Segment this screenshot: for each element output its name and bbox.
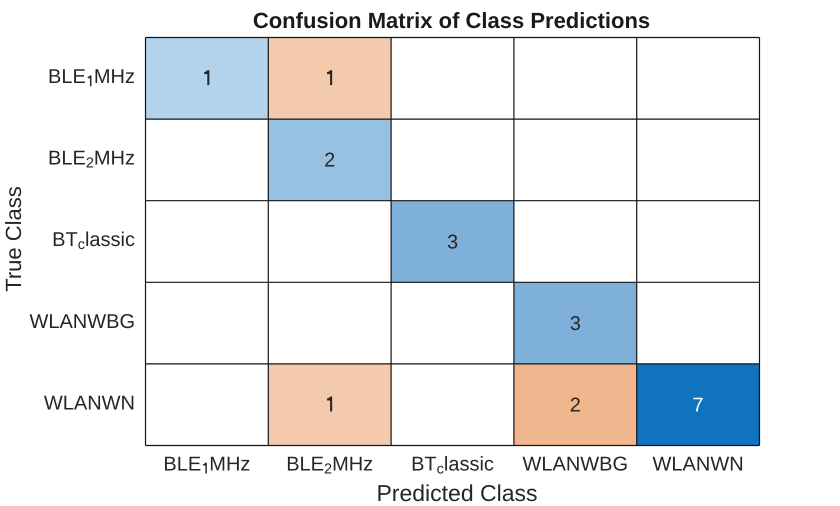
svg-text:3: 3: [570, 313, 581, 335]
svg-text:2: 2: [324, 150, 335, 172]
svg-text:BLE2MHz: BLE2MHz: [48, 148, 135, 172]
svg-text:Predicted Class: Predicted Class: [376, 480, 537, 506]
svg-text:True Class: True Class: [1, 186, 26, 292]
svg-text:BTclassic: BTclassic: [411, 453, 494, 477]
svg-text:WLANWBG: WLANWBG: [29, 311, 135, 333]
svg-text:WLANWBG: WLANWBG: [523, 453, 629, 475]
svg-text:BTclassic: BTclassic: [52, 229, 135, 253]
svg-text:WLANWN: WLANWN: [44, 392, 135, 414]
svg-text:Confusion Matrix of Class Pred: Confusion Matrix of Class Predictions: [253, 8, 650, 33]
svg-text:WLANWN: WLANWN: [653, 453, 744, 475]
svg-text:2: 2: [570, 395, 581, 417]
svg-text:3: 3: [447, 231, 458, 253]
svg-text:7: 7: [693, 395, 704, 417]
